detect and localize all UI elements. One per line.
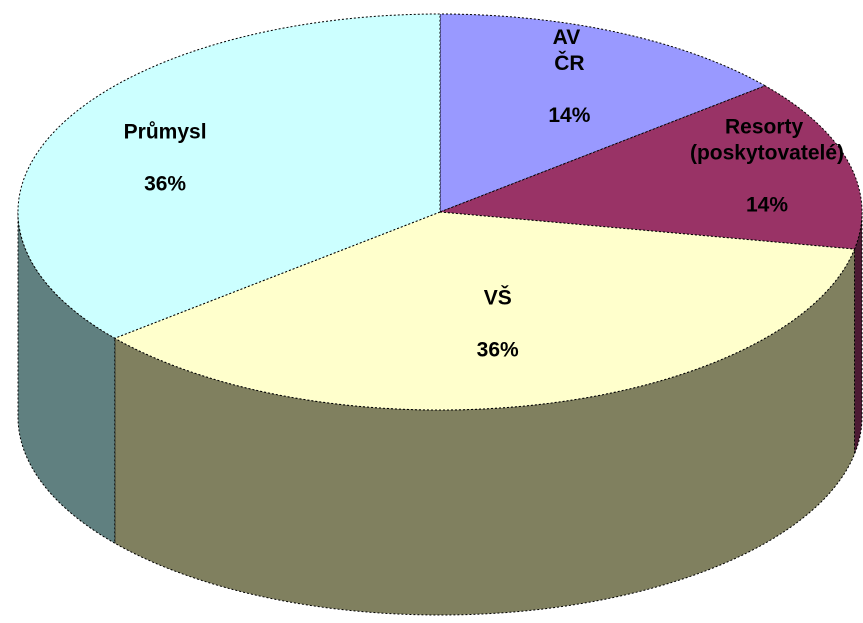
slice-label: VŠ bbox=[484, 286, 512, 310]
slice-label-line: Průmysl bbox=[124, 120, 207, 143]
slice-label-line: AV bbox=[553, 26, 586, 49]
slice-label-line: ČR bbox=[554, 51, 584, 75]
slice-label: Resorty (poskytovatelé) bbox=[690, 116, 844, 165]
pie-slice bbox=[113, 211, 856, 411]
slice-label: Průmysl bbox=[124, 120, 207, 143]
value-label: 14% bbox=[746, 194, 788, 217]
value-label: 36% bbox=[144, 172, 186, 195]
slice-label: AV ČR bbox=[553, 26, 586, 75]
slice-label-line: (poskytovatelé) bbox=[690, 142, 844, 165]
pie-slice bbox=[439, 13, 767, 213]
slice-label-line: Resorty bbox=[725, 116, 809, 139]
pie-slice bbox=[17, 13, 441, 339]
value-label: 14% bbox=[548, 104, 590, 127]
value-label: 36% bbox=[477, 339, 519, 362]
pie-slice bbox=[439, 85, 863, 250]
pie-side bbox=[854, 211, 863, 455]
slice-label-line: VŠ bbox=[484, 286, 512, 310]
